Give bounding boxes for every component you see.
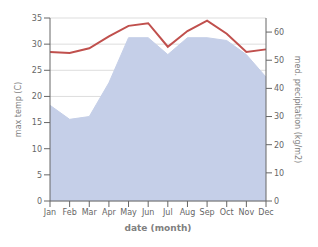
svg-text:Nov: Nov — [239, 208, 255, 217]
svg-text:60: 60 — [274, 28, 284, 37]
svg-text:Oct: Oct — [220, 208, 234, 217]
svg-text:50: 50 — [274, 56, 284, 65]
svg-text:35: 35 — [32, 14, 42, 23]
svg-text:10: 10 — [32, 145, 42, 154]
svg-text:0: 0 — [37, 197, 42, 206]
svg-text:Jun: Jun — [141, 208, 155, 217]
svg-text:max temp (C): max temp (C) — [14, 82, 23, 137]
svg-text:Sep: Sep — [200, 208, 215, 217]
svg-text:25: 25 — [32, 66, 42, 75]
svg-text:30: 30 — [274, 112, 284, 121]
svg-text:15: 15 — [32, 118, 42, 127]
svg-text:Jul: Jul — [162, 208, 173, 217]
svg-text:40: 40 — [274, 84, 284, 93]
svg-text:date (month): date (month) — [125, 223, 192, 233]
svg-text:May: May — [120, 208, 137, 217]
svg-text:30: 30 — [32, 40, 42, 49]
svg-text:Apr: Apr — [102, 208, 117, 217]
svg-text:0: 0 — [274, 197, 279, 206]
svg-text:Aug: Aug — [180, 208, 196, 217]
svg-text:20: 20 — [32, 92, 42, 101]
svg-text:med. precipitation (kg/m2): med. precipitation (kg/m2) — [293, 56, 302, 163]
svg-text:20: 20 — [274, 141, 284, 150]
svg-text:Jan: Jan — [43, 208, 56, 217]
svg-text:10: 10 — [274, 169, 284, 178]
svg-text:Mar: Mar — [82, 208, 98, 217]
svg-text:Dec: Dec — [258, 208, 273, 217]
svg-text:Feb: Feb — [63, 208, 77, 217]
svg-text:5: 5 — [37, 171, 42, 180]
